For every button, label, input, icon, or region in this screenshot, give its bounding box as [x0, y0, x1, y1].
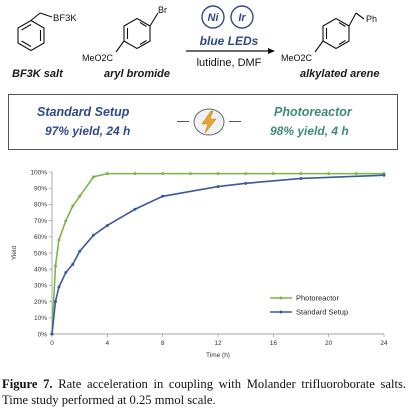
data-point-1: [53, 300, 57, 304]
legend-label: Photoreactor: [296, 294, 339, 303]
left-connector-line: [177, 121, 189, 122]
y-tick-label: 20%: [34, 299, 47, 306]
bromo-group-label: Br: [158, 5, 167, 15]
product-ester-label: MeO2C: [281, 53, 313, 63]
bf3k-salt-structure: [17, 12, 53, 52]
alkylated-arene-label: alkylated arene: [300, 68, 380, 80]
data-point-1: [50, 332, 54, 336]
comparison-box: Standard Setup 97% yield, 24 h Photoreac…: [8, 94, 398, 150]
figure-label: Figure 7.: [2, 377, 53, 391]
aryl-bromide-structure: [115, 12, 159, 53]
data-point-1: [161, 194, 165, 198]
iridium-catalyst-label: Ir: [238, 12, 246, 24]
light-source-label: blue LEDs: [200, 34, 259, 48]
data-point-1: [78, 249, 82, 253]
data-point-0: [216, 172, 220, 176]
data-point-0: [92, 175, 95, 179]
phenyl-group-label: Ph: [366, 14, 377, 24]
iridium-catalyst-circle: [230, 5, 254, 29]
data-point-0: [71, 204, 75, 208]
photoreactor-result: 98% yield, 4 h: [270, 124, 349, 138]
y-tick-label: 10%: [34, 315, 47, 322]
legend-label: Standard Setup: [296, 308, 348, 317]
x-tick-label: 12: [214, 340, 222, 347]
legend-marker: [279, 296, 283, 300]
product-structure: [314, 12, 365, 53]
data-point-0: [53, 264, 57, 268]
data-point-0: [57, 238, 61, 242]
x-tick-label: 16: [270, 340, 278, 347]
lightning-bolt-icon: [201, 110, 217, 134]
y-tick-label: 90%: [34, 186, 47, 193]
x-tick-label: 24: [380, 340, 388, 347]
x-axis-title: Time (h): [206, 352, 230, 359]
x-tick-label: 0: [50, 340, 54, 347]
data-point-0: [299, 172, 303, 176]
y-tick-label: 60%: [34, 234, 47, 241]
nickel-catalyst-label: Ni: [208, 12, 220, 24]
x-tick-label: 4: [106, 340, 110, 347]
data-point-1: [92, 233, 95, 237]
ester-group-label: MeO2C: [82, 53, 114, 63]
reaction-scheme: BF3K Br MeO2C Ni Ir blue LEDs lutidine, …: [0, 0, 408, 88]
yield-time-chart: 0% 10% 20% 30% 40% 50% 60% 70% 80% 90% 100% 0 4 8 12 16…: [0, 158, 408, 372]
data-point-0: [161, 172, 165, 176]
data-point-1: [382, 173, 386, 177]
y-axis-title: Yield: [11, 246, 18, 261]
x-tick-label: 8: [161, 340, 165, 347]
bolt-badge: [191, 106, 227, 138]
y-tick-label: 0%: [38, 331, 48, 338]
nickel-catalyst-circle: [201, 5, 225, 29]
data-point-1: [57, 285, 61, 289]
photoreactor-title: Photoreactor: [274, 105, 352, 119]
data-point-0: [354, 172, 358, 176]
data-point-0: [64, 219, 68, 223]
standard-setup-title: Standard Setup: [37, 105, 130, 119]
data-point-0: [244, 172, 248, 176]
data-point-1: [216, 185, 220, 189]
chart-svg: 0% 10% 20% 30% 40% 50% 60% 70% 80% 90% 100% 0 4 8 12 16…: [11, 169, 388, 359]
data-point-0: [327, 172, 331, 176]
legend-marker: [279, 310, 283, 314]
series-line-1: [51, 174, 385, 335]
data-point-1: [105, 223, 109, 227]
y-tick-label: 70%: [34, 218, 47, 225]
data-point-0: [271, 172, 275, 176]
standard-setup-result: 97% yield, 24 h: [45, 124, 131, 138]
x-tick-label: 20: [325, 340, 333, 347]
y-tick-label: 80%: [34, 202, 47, 209]
data-point-1: [64, 270, 68, 274]
y-tick-label: 50%: [34, 250, 47, 257]
data-point-0: [133, 172, 137, 176]
data-point-1: [133, 207, 137, 211]
bf3k-salt-label: BF3K salt: [12, 68, 63, 80]
conditions-label: lutidine, DMF: [197, 57, 262, 69]
y-tick-label: 30%: [34, 283, 47, 290]
reaction-scheme-drawing: BF3K Br MeO2C Ni Ir blue LEDs lutidine, …: [17, 5, 377, 69]
data-point-1: [244, 181, 248, 185]
data-point-1: [71, 262, 75, 266]
data-point-0: [188, 172, 192, 176]
reaction-arrowhead: [268, 48, 275, 54]
y-tick-label: 40%: [34, 267, 47, 274]
series-line-0: [51, 172, 384, 335]
data-point-0: [78, 194, 82, 198]
data-point-1: [299, 176, 303, 180]
y-tick-label: 100%: [30, 169, 47, 176]
bf3k-group-label: BF3K: [53, 13, 77, 24]
right-connector-line: [229, 121, 241, 122]
data-point-0: [105, 172, 109, 176]
figure-caption: Figure 7. Rate acceleration in coupling …: [2, 376, 406, 408]
aryl-bromide-label: aryl bromide: [104, 68, 171, 80]
figure-caption-text: Rate acceleration in coupling with Molan…: [2, 377, 406, 407]
